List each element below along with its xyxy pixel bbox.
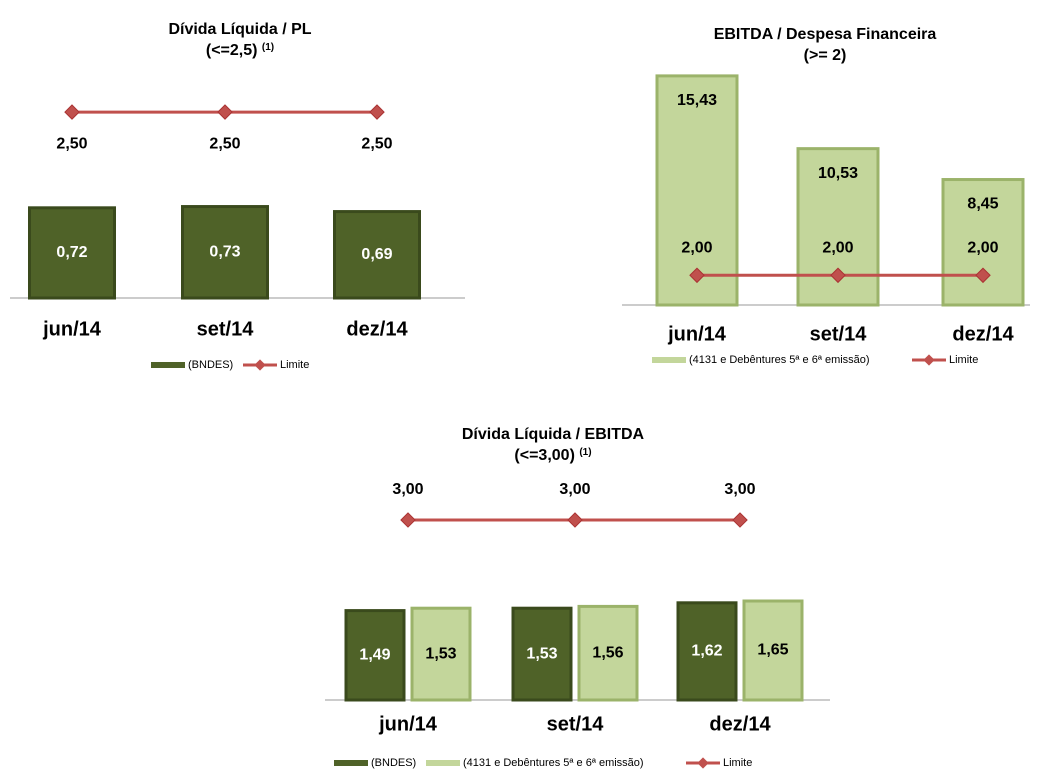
legend-label: Limite xyxy=(723,757,752,769)
bar-label: 1,62 xyxy=(691,643,722,660)
legend-label: Limite xyxy=(280,359,309,371)
limit-label: 2,00 xyxy=(822,240,853,257)
x-tick-label: dez/14 xyxy=(952,323,1014,345)
bar-label: 15,43 xyxy=(677,92,717,109)
bar xyxy=(577,604,639,702)
bar xyxy=(181,205,269,300)
bar xyxy=(333,210,421,300)
x-tick-label: jun/14 xyxy=(378,713,438,735)
limit-label: 2,50 xyxy=(361,135,392,152)
limit-marker xyxy=(64,104,80,120)
limit-marker xyxy=(369,104,385,120)
chart-subtitle: (>= 2) xyxy=(804,47,847,64)
chart-title: Dívida Líquida / PL xyxy=(168,21,311,38)
bar-label: 0,72 xyxy=(56,244,87,261)
chart-title: Dívida Líquida / EBITDA xyxy=(462,426,645,443)
limit-marker xyxy=(567,512,583,528)
legend-swatch xyxy=(426,760,460,766)
bar-label: 1,65 xyxy=(757,642,788,659)
limit-label: 3,00 xyxy=(392,481,423,498)
limit-label: 2,50 xyxy=(56,135,87,152)
chart-subtitle: (<=3,00) (1) xyxy=(514,447,591,465)
legend-swatch xyxy=(151,362,185,368)
legend-label: (4131 e Debêntures 5ª e 6ª emissão) xyxy=(463,757,644,769)
limit-label: 2,50 xyxy=(209,135,240,152)
limit-label: 3,00 xyxy=(724,481,755,498)
x-tick-label: set/14 xyxy=(547,713,605,735)
limit-label: 3,00 xyxy=(559,481,590,498)
legend-swatch-marker xyxy=(697,757,709,769)
limit-marker xyxy=(217,104,233,120)
bar xyxy=(28,206,116,300)
x-tick-label: dez/14 xyxy=(346,318,408,340)
legend-label: (BNDES) xyxy=(188,359,233,371)
bar xyxy=(344,609,406,702)
bar xyxy=(655,74,739,307)
x-tick-label: jun/14 xyxy=(42,318,102,340)
x-tick-label: set/14 xyxy=(197,318,255,340)
bar xyxy=(742,599,804,702)
bar xyxy=(511,606,573,702)
bar-label: 1,56 xyxy=(592,644,623,661)
bar xyxy=(410,606,472,702)
subtitle-text: (<=3,00) xyxy=(514,447,574,464)
bar xyxy=(941,178,1025,307)
legend-swatch-marker xyxy=(923,354,935,366)
limit-label: 2,00 xyxy=(681,240,712,257)
bar xyxy=(676,601,738,702)
subtitle-text: (>= 2) xyxy=(804,47,847,64)
legend-swatch-marker xyxy=(254,359,266,371)
legend-label: (4131 e Debêntures 5ª e 6ª emissão) xyxy=(689,354,870,366)
chart-title: EBITDA / Despesa Financeira xyxy=(714,26,937,43)
bar-label: 10,53 xyxy=(818,165,858,182)
limit-marker xyxy=(732,512,748,528)
limit-marker xyxy=(400,512,416,528)
x-tick-label: jun/14 xyxy=(667,323,727,345)
legend-label: Limite xyxy=(949,354,978,366)
legend-label: (BNDES) xyxy=(371,757,416,769)
bar-label: 1,53 xyxy=(526,645,557,662)
bar-label: 8,45 xyxy=(967,196,998,213)
legend-swatch xyxy=(334,760,368,766)
subtitle-note: (1) xyxy=(579,447,591,458)
x-tick-label: set/14 xyxy=(810,323,868,345)
chart-subtitle: (<=2,5) (1) xyxy=(206,42,274,60)
bar-label: 1,53 xyxy=(425,645,456,662)
x-tick-label: dez/14 xyxy=(709,713,771,735)
limit-marker xyxy=(830,267,846,284)
limit-marker xyxy=(689,267,705,284)
subtitle-text: (<=2,5) xyxy=(206,42,258,59)
subtitle-note: (1) xyxy=(262,42,274,53)
limit-marker xyxy=(975,267,991,284)
limit-label: 2,00 xyxy=(967,240,998,257)
legend-swatch xyxy=(652,357,686,363)
bar-label: 1,49 xyxy=(359,647,390,664)
bar-label: 0,73 xyxy=(209,243,240,260)
bar-label: 0,69 xyxy=(361,246,392,263)
